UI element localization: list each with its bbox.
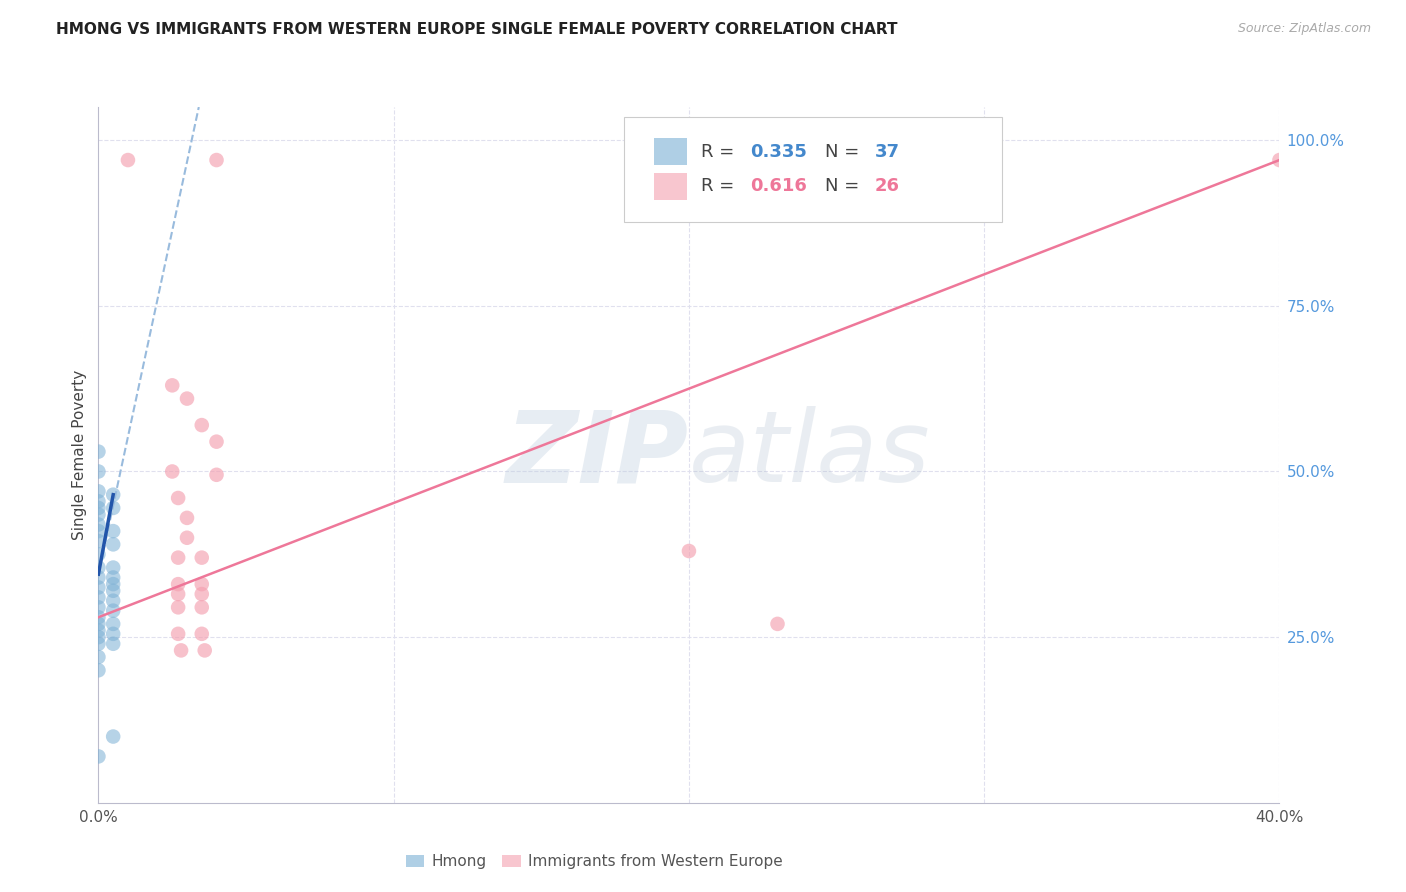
Point xyxy=(176,511,198,525)
Point xyxy=(103,583,125,598)
Point xyxy=(87,508,110,522)
Point xyxy=(167,587,190,601)
Point xyxy=(167,550,190,565)
Point xyxy=(87,465,110,479)
Text: R =: R = xyxy=(700,178,740,195)
Point xyxy=(87,616,110,631)
Point xyxy=(103,593,125,607)
Point xyxy=(103,604,125,618)
Text: atlas: atlas xyxy=(689,407,931,503)
Point xyxy=(191,587,214,601)
Point xyxy=(87,600,110,615)
Point xyxy=(170,643,193,657)
Point xyxy=(205,153,228,167)
Point xyxy=(1268,153,1291,167)
Point xyxy=(103,627,125,641)
Point xyxy=(87,637,110,651)
Point xyxy=(103,500,125,515)
Text: 26: 26 xyxy=(875,178,900,195)
Point xyxy=(87,524,110,538)
Point xyxy=(103,570,125,584)
Point xyxy=(191,550,214,565)
Text: Source: ZipAtlas.com: Source: ZipAtlas.com xyxy=(1237,22,1371,36)
Point xyxy=(176,531,198,545)
Point xyxy=(87,591,110,605)
Point xyxy=(87,484,110,499)
Point xyxy=(191,418,214,433)
Point xyxy=(176,392,198,406)
Point xyxy=(205,467,228,482)
Point xyxy=(103,524,125,538)
Point xyxy=(87,610,110,624)
Point xyxy=(87,581,110,595)
Point xyxy=(766,616,789,631)
Point xyxy=(87,663,110,677)
Text: HMONG VS IMMIGRANTS FROM WESTERN EUROPE SINGLE FEMALE POVERTY CORRELATION CHART: HMONG VS IMMIGRANTS FROM WESTERN EUROPE … xyxy=(56,22,898,37)
Point xyxy=(191,600,214,615)
Point xyxy=(87,650,110,665)
Point xyxy=(103,577,125,591)
Text: N =: N = xyxy=(825,178,865,195)
Point xyxy=(117,153,139,167)
FancyBboxPatch shape xyxy=(654,138,686,165)
Point xyxy=(191,577,214,591)
Point xyxy=(103,537,125,551)
Point xyxy=(87,547,110,561)
Point xyxy=(678,544,700,558)
Point xyxy=(87,570,110,584)
Point xyxy=(103,560,125,574)
Point xyxy=(103,488,125,502)
Point xyxy=(87,560,110,574)
Legend: Hmong, Immigrants from Western Europe: Hmong, Immigrants from Western Europe xyxy=(399,848,789,875)
Point xyxy=(87,444,110,458)
Point xyxy=(191,627,214,641)
Point xyxy=(87,517,110,532)
Point xyxy=(167,600,190,615)
Point xyxy=(205,434,228,449)
Point xyxy=(103,616,125,631)
FancyBboxPatch shape xyxy=(624,118,1002,222)
Point xyxy=(87,749,110,764)
Point xyxy=(87,534,110,549)
Point xyxy=(87,630,110,644)
Point xyxy=(162,465,183,479)
Text: 37: 37 xyxy=(875,143,900,161)
Text: 0.335: 0.335 xyxy=(751,143,807,161)
Point xyxy=(167,627,190,641)
Text: N =: N = xyxy=(825,143,865,161)
Point xyxy=(87,500,110,515)
Point xyxy=(167,577,190,591)
Y-axis label: Single Female Poverty: Single Female Poverty xyxy=(72,370,87,540)
Point xyxy=(103,730,125,744)
Text: ZIP: ZIP xyxy=(506,407,689,503)
Point xyxy=(103,637,125,651)
Point xyxy=(87,624,110,638)
FancyBboxPatch shape xyxy=(654,173,686,200)
Text: R =: R = xyxy=(700,143,740,161)
Text: 0.616: 0.616 xyxy=(751,178,807,195)
Point xyxy=(87,494,110,508)
Point xyxy=(162,378,183,392)
Point xyxy=(167,491,190,505)
Point xyxy=(194,643,217,657)
